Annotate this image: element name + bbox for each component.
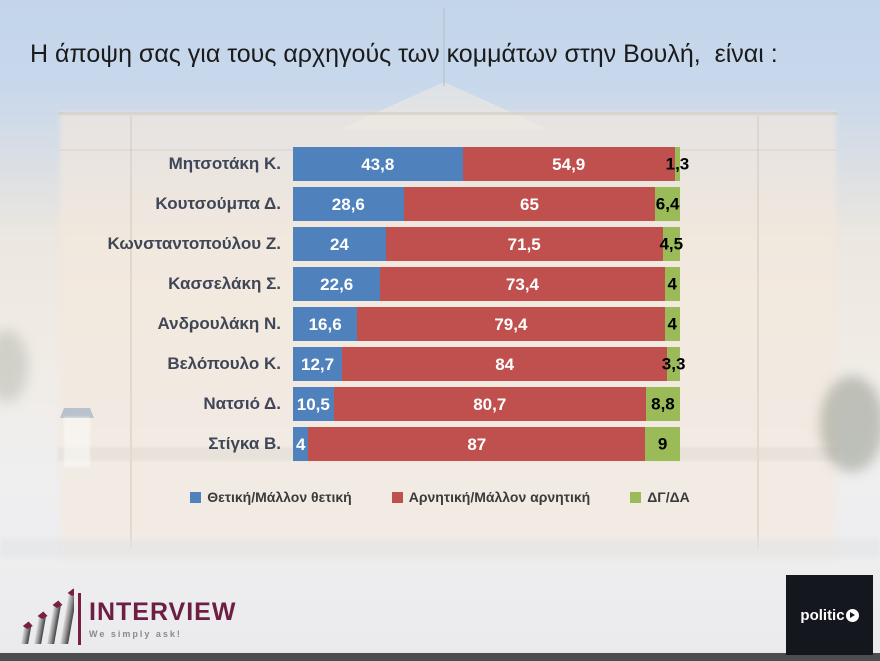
legend-swatch bbox=[391, 491, 403, 503]
chart-row: Ανδρουλάκη Ν. 16,6 79,4 4 bbox=[0, 304, 880, 344]
category-label: Κωνσταντοπούλου Ζ. bbox=[107, 234, 281, 253]
chart-row: Κασσελάκη Σ. 22,6 73,4 4 bbox=[0, 264, 880, 304]
value-label: 28,6 bbox=[331, 194, 365, 214]
bar-track: 12,7 84 3,3 bbox=[293, 347, 685, 381]
value-label: 4 bbox=[296, 434, 306, 454]
bg-bottom-strip bbox=[0, 653, 880, 661]
segment-dk: 4 bbox=[664, 267, 680, 301]
interview-logo-text: INTERVIEW We simply ask! bbox=[89, 597, 237, 639]
chart-row: Στίγκα Β. 4 87 9 bbox=[0, 424, 880, 464]
bar-track: 4 87 9 bbox=[293, 427, 680, 461]
value-label: 87 bbox=[467, 434, 487, 454]
bar-track: 24 71,5 4,5 bbox=[293, 227, 683, 261]
value-label: 8,8 bbox=[651, 394, 675, 414]
interview-bars-icon bbox=[20, 588, 79, 651]
interview-brand: INTERVIEW bbox=[89, 597, 237, 626]
bg-pediment bbox=[338, 82, 550, 130]
chart-row: Νατσιό Δ. 10,5 80,7 8,8 bbox=[0, 384, 880, 424]
bg-plaza bbox=[0, 538, 880, 558]
bar-track: 22,6 73,4 4 bbox=[293, 267, 680, 301]
bg-roofline bbox=[58, 112, 838, 115]
value-label: 16,6 bbox=[308, 314, 342, 334]
value-label: 4 bbox=[667, 314, 677, 334]
value-label: 4 bbox=[667, 274, 677, 294]
legend-swatch bbox=[190, 491, 202, 503]
segment-negative: 87 bbox=[308, 427, 646, 461]
bar-chart: Μητσοτάκη Κ. 43,8 54,9 1,3 Κουτσούμπα Δ. 28,6… bbox=[0, 144, 880, 464]
chart-rows: Μητσοτάκη Κ. 43,8 54,9 1,3 Κουτσούμπα Δ. 28,6… bbox=[0, 144, 880, 464]
legend-item: Θετική/Μάλλον θετική bbox=[190, 489, 352, 505]
value-label: 9 bbox=[657, 434, 668, 454]
segment-positive: 10,5 bbox=[293, 387, 334, 421]
value-label: 43,8 bbox=[361, 154, 395, 174]
segment-positive: 28,6 bbox=[293, 187, 404, 221]
value-label: 65 bbox=[519, 194, 539, 214]
category-label: Ανδρουλάκη Ν. bbox=[157, 314, 282, 333]
bar-track: 16,6 79,4 4 bbox=[293, 307, 680, 341]
legend-label: Αρνητική/Μάλλον αρνητική bbox=[408, 489, 591, 505]
category-label: Νατσιό Δ. bbox=[203, 394, 281, 413]
legend-label: ΔΓ/ΔΑ bbox=[647, 489, 690, 505]
legend-item: ΔΓ/ΔΑ bbox=[630, 489, 690, 505]
bar-track: 28,6 65 6,4 bbox=[293, 187, 680, 221]
segment-negative: 84 bbox=[342, 347, 668, 381]
segment-dk: 9 bbox=[645, 427, 680, 461]
bar-track: 10,5 80,7 8,8 bbox=[293, 387, 680, 421]
value-label: 80,7 bbox=[473, 394, 507, 414]
chart-row: Κουτσούμπα Δ. 28,6 65 6,4 bbox=[0, 184, 880, 224]
value-label: 10,5 bbox=[296, 394, 330, 414]
interview-logo: INTERVIEW We simply ask! bbox=[20, 588, 237, 651]
chart-row: Κωνσταντοπούλου Ζ. 24 71,5 4,5 bbox=[0, 224, 880, 264]
category-label: Κουτσούμπα Δ. bbox=[155, 194, 281, 213]
segment-positive: 4 bbox=[293, 427, 309, 461]
value-label: 1,3 bbox=[665, 154, 690, 174]
legend-item: Αρνητική/Μάλλον αρνητική bbox=[391, 489, 591, 505]
segment-dk: 1,3 bbox=[666, 147, 689, 181]
segment-positive: 43,8 bbox=[293, 147, 463, 181]
segment-positive: 22,6 bbox=[293, 267, 381, 301]
category-label: Στίγκα Β. bbox=[208, 434, 281, 453]
value-label: 22,6 bbox=[320, 274, 354, 294]
page-title: Η άποψη σας για τους αρχηγούς των κομμάτ… bbox=[30, 40, 778, 68]
politic-logo-text: politic bbox=[800, 606, 845, 624]
value-label: 4,5 bbox=[659, 234, 684, 254]
segment-negative: 54,9 bbox=[462, 147, 675, 181]
segment-negative: 80,7 bbox=[333, 387, 646, 421]
segment-negative: 71,5 bbox=[385, 227, 663, 261]
segment-positive: 16,6 bbox=[293, 307, 358, 341]
bar-track: 43,8 54,9 1,3 bbox=[293, 147, 689, 181]
category-label: Κασσελάκη Σ. bbox=[168, 274, 281, 293]
legend-swatch bbox=[630, 491, 642, 503]
value-label: 54,9 bbox=[552, 154, 586, 174]
segment-positive: 24 bbox=[293, 227, 386, 261]
chart-row: Μητσοτάκη Κ. 43,8 54,9 1,3 bbox=[0, 144, 880, 184]
value-label: 79,4 bbox=[494, 314, 528, 334]
segment-negative: 65 bbox=[403, 187, 656, 221]
category-label: Μητσοτάκη Κ. bbox=[168, 154, 281, 173]
interview-tagline: We simply ask! bbox=[89, 628, 182, 639]
value-label: 71,5 bbox=[507, 234, 541, 254]
segment-dk: 6,4 bbox=[655, 187, 680, 221]
segment-dk: 4,5 bbox=[659, 227, 683, 261]
segment-positive: 12,7 bbox=[293, 347, 343, 381]
segment-dk: 3,3 bbox=[662, 347, 685, 381]
value-label: 12,7 bbox=[301, 354, 335, 374]
value-label: 6,4 bbox=[655, 194, 680, 214]
chart-legend: Θετική/Μάλλον θετική Αρνητική/Μάλλον αρνη… bbox=[0, 489, 880, 505]
politic-circle-arrow-icon bbox=[845, 608, 859, 622]
segment-negative: 79,4 bbox=[357, 307, 665, 341]
value-label: 84 bbox=[495, 354, 515, 374]
segment-negative: 73,4 bbox=[380, 267, 665, 301]
value-label: 3,3 bbox=[661, 354, 686, 374]
interview-logo-divider bbox=[78, 593, 81, 645]
segment-dk: 4 bbox=[664, 307, 680, 341]
category-label: Βελόπουλο Κ. bbox=[167, 354, 281, 373]
politic-logo: politic bbox=[786, 575, 873, 655]
chart-row: Βελόπουλο Κ. 12,7 84 3,3 bbox=[0, 344, 880, 384]
value-label: 24 bbox=[329, 234, 349, 254]
segment-dk: 8,8 bbox=[645, 387, 680, 421]
legend-label: Θετική/Μάλλον θετική bbox=[207, 489, 352, 505]
value-label: 73,4 bbox=[505, 274, 540, 294]
